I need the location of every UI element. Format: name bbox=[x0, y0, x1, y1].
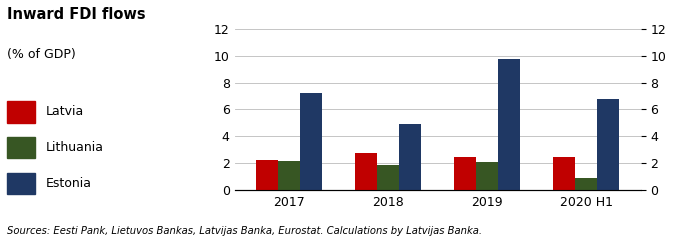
Bar bbox=[454, 157, 476, 190]
Bar bbox=[356, 153, 377, 190]
Text: Sources: Eesti Pank, Lietuvos Bankas, Latvijas Banka, Eurostat. Calculations by : Sources: Eesti Pank, Lietuvos Bankas, La… bbox=[7, 226, 482, 236]
Bar bbox=[256, 160, 278, 190]
Text: Estonia: Estonia bbox=[46, 177, 92, 190]
Bar bbox=[554, 157, 575, 190]
Bar bbox=[597, 99, 619, 190]
Text: (% of GDP): (% of GDP) bbox=[7, 48, 76, 61]
Text: Latvia: Latvia bbox=[46, 105, 84, 118]
Bar bbox=[575, 178, 597, 190]
Bar bbox=[300, 93, 321, 190]
Bar bbox=[278, 161, 300, 190]
Text: Lithuania: Lithuania bbox=[46, 141, 104, 154]
Bar bbox=[377, 165, 399, 190]
Bar bbox=[399, 124, 421, 190]
Bar bbox=[498, 59, 519, 190]
Bar bbox=[476, 162, 498, 190]
Text: Inward FDI flows: Inward FDI flows bbox=[7, 7, 146, 22]
